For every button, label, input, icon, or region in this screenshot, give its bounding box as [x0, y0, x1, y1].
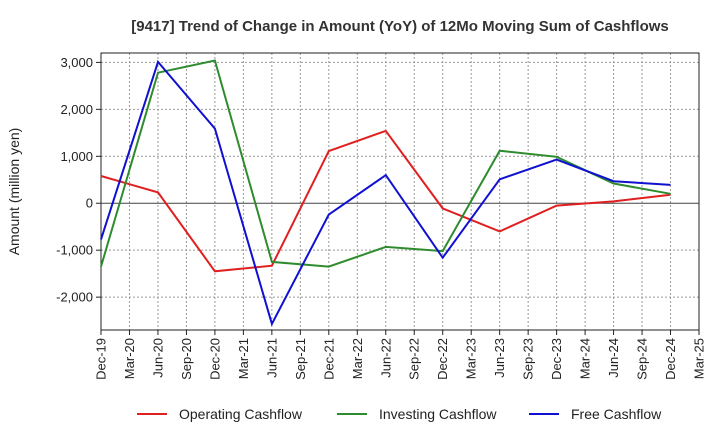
x-tick-label: Mar-21 [236, 338, 251, 379]
legend: Operating Cashflow Investing Cashflow Free… [137, 406, 662, 422]
x-tick-label: Jun-23 [492, 338, 507, 378]
x-tick-label: Sep-20 [179, 338, 194, 380]
y-tick-label: 2,000 [60, 102, 93, 117]
x-tick-label: Dec-23 [549, 338, 564, 380]
chart-title: [9417] Trend of Change in Amount (YoY) o… [131, 18, 669, 35]
x-tick-label: Mar-23 [464, 338, 479, 379]
x-tick-label: Sep-22 [407, 338, 422, 380]
x-tick-label: Dec-20 [207, 338, 222, 380]
x-tick-label: Dec-22 [435, 338, 450, 380]
x-tick-label: Jun-21 [264, 338, 279, 378]
y-tick-label: 1,000 [60, 149, 93, 164]
legend-label-operating-cashflow: Operating Cashflow [179, 406, 303, 422]
x-tick-label: Sep-23 [521, 338, 536, 380]
series-line-free-cashflow [100, 59, 671, 327]
grid [101, 53, 699, 330]
x-tick-label: Mar-20 [122, 338, 137, 379]
y-tick-label: 0 [86, 196, 93, 211]
x-tick-label: Jun-24 [606, 338, 621, 378]
y-tick-labels: -2,000 -1,000 0 1,000 2,000 3,000 [56, 55, 101, 305]
x-tick-label: Dec-24 [663, 338, 678, 380]
x-tick-label: Mar-22 [350, 338, 365, 379]
series-line-investing-cashflow [100, 59, 671, 268]
plot-frame [100, 52, 700, 331]
x-tick-labels: Dec-19 Mar-20 Jun-20 Sep-20 Dec-20 Mar-21 Jun-… [94, 330, 707, 380]
y-axis-label: Amount (million yen) [6, 128, 22, 256]
series-group [100, 59, 671, 327]
y-tick-label: 3,000 [60, 55, 93, 70]
legend-label-free-cashflow: Free Cashflow [571, 406, 662, 422]
x-tick-label: Dec-19 [94, 338, 109, 380]
y-tick-label: -1,000 [56, 243, 93, 258]
x-tick-label: Jun-22 [378, 338, 393, 378]
legend-label-investing-cashflow: Investing Cashflow [379, 406, 497, 422]
x-tick-label: Jun-20 [150, 338, 165, 378]
x-tick-label: Dec-21 [321, 338, 336, 380]
y-tick-label: -2,000 [56, 290, 93, 305]
x-tick-label: Sep-21 [293, 338, 308, 380]
x-tick-label: Mar-25 [692, 338, 707, 379]
x-tick-label: Mar-24 [578, 338, 593, 379]
series-line-operating-cashflow [100, 129, 671, 273]
x-tick-label: Sep-24 [635, 338, 650, 380]
